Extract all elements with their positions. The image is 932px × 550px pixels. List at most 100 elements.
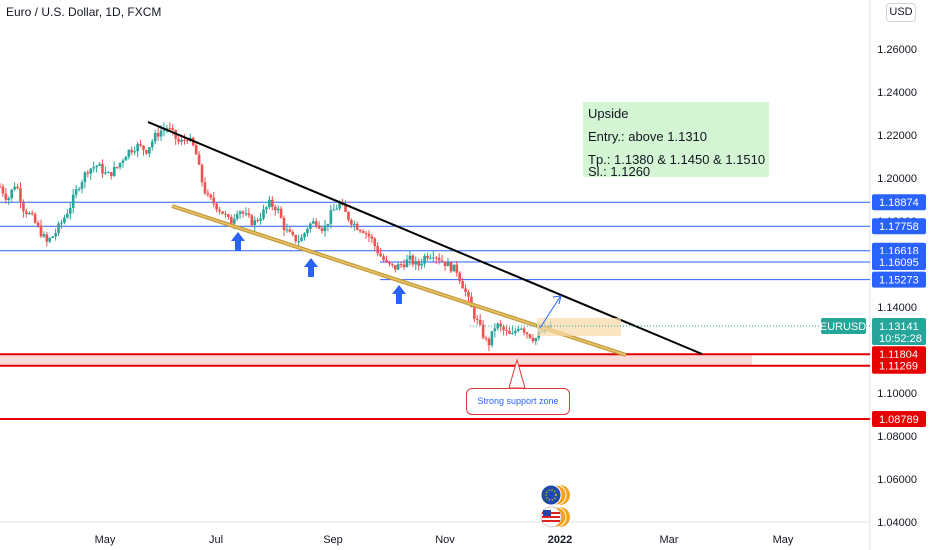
candle-body: [423, 255, 426, 264]
x-tick-label: Jul: [209, 534, 223, 546]
x-tick-label: 2022: [548, 534, 572, 546]
candle-body: [206, 193, 210, 195]
candle-body: [68, 207, 72, 214]
candle-body: [385, 259, 388, 262]
candle-body: [376, 246, 380, 254]
support-callout[interactable]: Strong support zone: [466, 388, 570, 415]
candle-body: [60, 222, 63, 224]
candle-body: [209, 194, 213, 198]
price-axis[interactable]: 1.260001.240001.220001.200001.180001.140…: [877, 44, 917, 529]
candle-body: [107, 172, 110, 174]
candle-body: [183, 139, 186, 141]
candle-body: [288, 229, 292, 232]
currency-button[interactable]: USD: [886, 3, 916, 22]
level-tag-label: 1.17758: [879, 221, 919, 233]
candle-body: [470, 296, 473, 308]
candle-body: [434, 257, 438, 259]
candle-body: [16, 186, 19, 189]
candle-body: [297, 241, 300, 243]
price-tag-value: 1.13141: [879, 321, 919, 333]
level-tag-label: 1.15273: [879, 275, 919, 287]
candle-body: [311, 221, 315, 224]
candle-body: [224, 213, 227, 215]
candle-body: [268, 199, 271, 208]
candle-body: [396, 264, 400, 270]
candle-body: [171, 128, 175, 130]
candle-body: [145, 149, 148, 154]
candle-body: [42, 234, 46, 237]
note-entry: Entry.: above 1.1310: [588, 129, 708, 144]
up-arrow-icon: [231, 232, 245, 251]
candle-body: [475, 318, 479, 320]
candle-body: [373, 238, 377, 247]
downtrend-line[interactable]: [147, 121, 703, 355]
candle-body: [92, 167, 95, 169]
candle-body: [156, 133, 160, 137]
candle-body: [440, 260, 444, 262]
candle-body: [493, 328, 497, 332]
candle-body: [109, 172, 113, 177]
candle-body: [528, 334, 532, 338]
candle-body: [420, 263, 423, 266]
candle-body: [112, 166, 116, 177]
candle-body: [89, 168, 93, 174]
symbol-tag: [821, 318, 866, 334]
candle-body: [405, 259, 409, 268]
price-tag-countdown: 10:52:28: [879, 333, 922, 345]
y-tick-label: 1.26000: [877, 44, 917, 56]
candle-body: [432, 257, 435, 259]
candle-body: [326, 223, 330, 226]
candle-body: [19, 188, 22, 203]
candle-body: [244, 213, 248, 215]
candle-body: [127, 149, 131, 157]
candle-body: [124, 156, 128, 161]
candle-body: [218, 209, 221, 212]
candle-body: [388, 261, 391, 264]
candle-body: [194, 145, 198, 155]
candle-body: [522, 328, 526, 333]
candle-body: [180, 139, 183, 142]
candle-body: [285, 229, 289, 231]
candle-body: [71, 194, 75, 208]
candle-body: [57, 223, 60, 234]
candle-body: [437, 257, 441, 261]
x-tick-label: May: [773, 534, 794, 546]
candle-body: [186, 140, 189, 142]
level-tag-label: 1.08789: [879, 414, 919, 426]
candle-body: [253, 220, 257, 226]
candle-body: [314, 221, 318, 226]
candle-body: [118, 162, 122, 168]
candle-body: [215, 203, 218, 210]
candle-body: [455, 264, 459, 273]
candle-body: [393, 265, 397, 270]
candle-body: [464, 288, 467, 292]
calendar-events-icon[interactable]: [538, 484, 570, 528]
candle-body: [0, 186, 2, 188]
candle-body: [499, 323, 502, 327]
candle-body: [10, 189, 14, 199]
time-axis[interactable]: May Jul Sep Nov 2022 Mar May: [95, 534, 794, 546]
candle-body: [230, 217, 233, 224]
candle-body: [48, 237, 52, 242]
candle-body: [115, 166, 119, 168]
candle-body: [411, 255, 415, 265]
candle-body: [473, 307, 476, 319]
candle-body: [177, 138, 180, 142]
trade-note[interactable]: Upside Entry.: above 1.1310 Tp.: 1.1380 …: [583, 102, 769, 179]
candle-body: [426, 255, 429, 259]
candle-body: [531, 337, 535, 342]
y-tick-label: 1.20000: [877, 173, 917, 185]
candle-body: [101, 163, 104, 174]
y-tick-label: 1.14000: [877, 302, 917, 314]
candle-body: [80, 182, 84, 189]
chart-title: Euro / U.S. Dollar, 1D, FXCM: [6, 5, 162, 19]
level-tag: [872, 194, 926, 211]
candle-body: [259, 218, 262, 221]
candle-body: [203, 182, 207, 194]
candle-body: [4, 193, 8, 200]
candle-body: [235, 214, 239, 219]
candles-layer: [0, 122, 552, 352]
candle-body: [33, 214, 37, 223]
candle-body: [142, 145, 145, 150]
